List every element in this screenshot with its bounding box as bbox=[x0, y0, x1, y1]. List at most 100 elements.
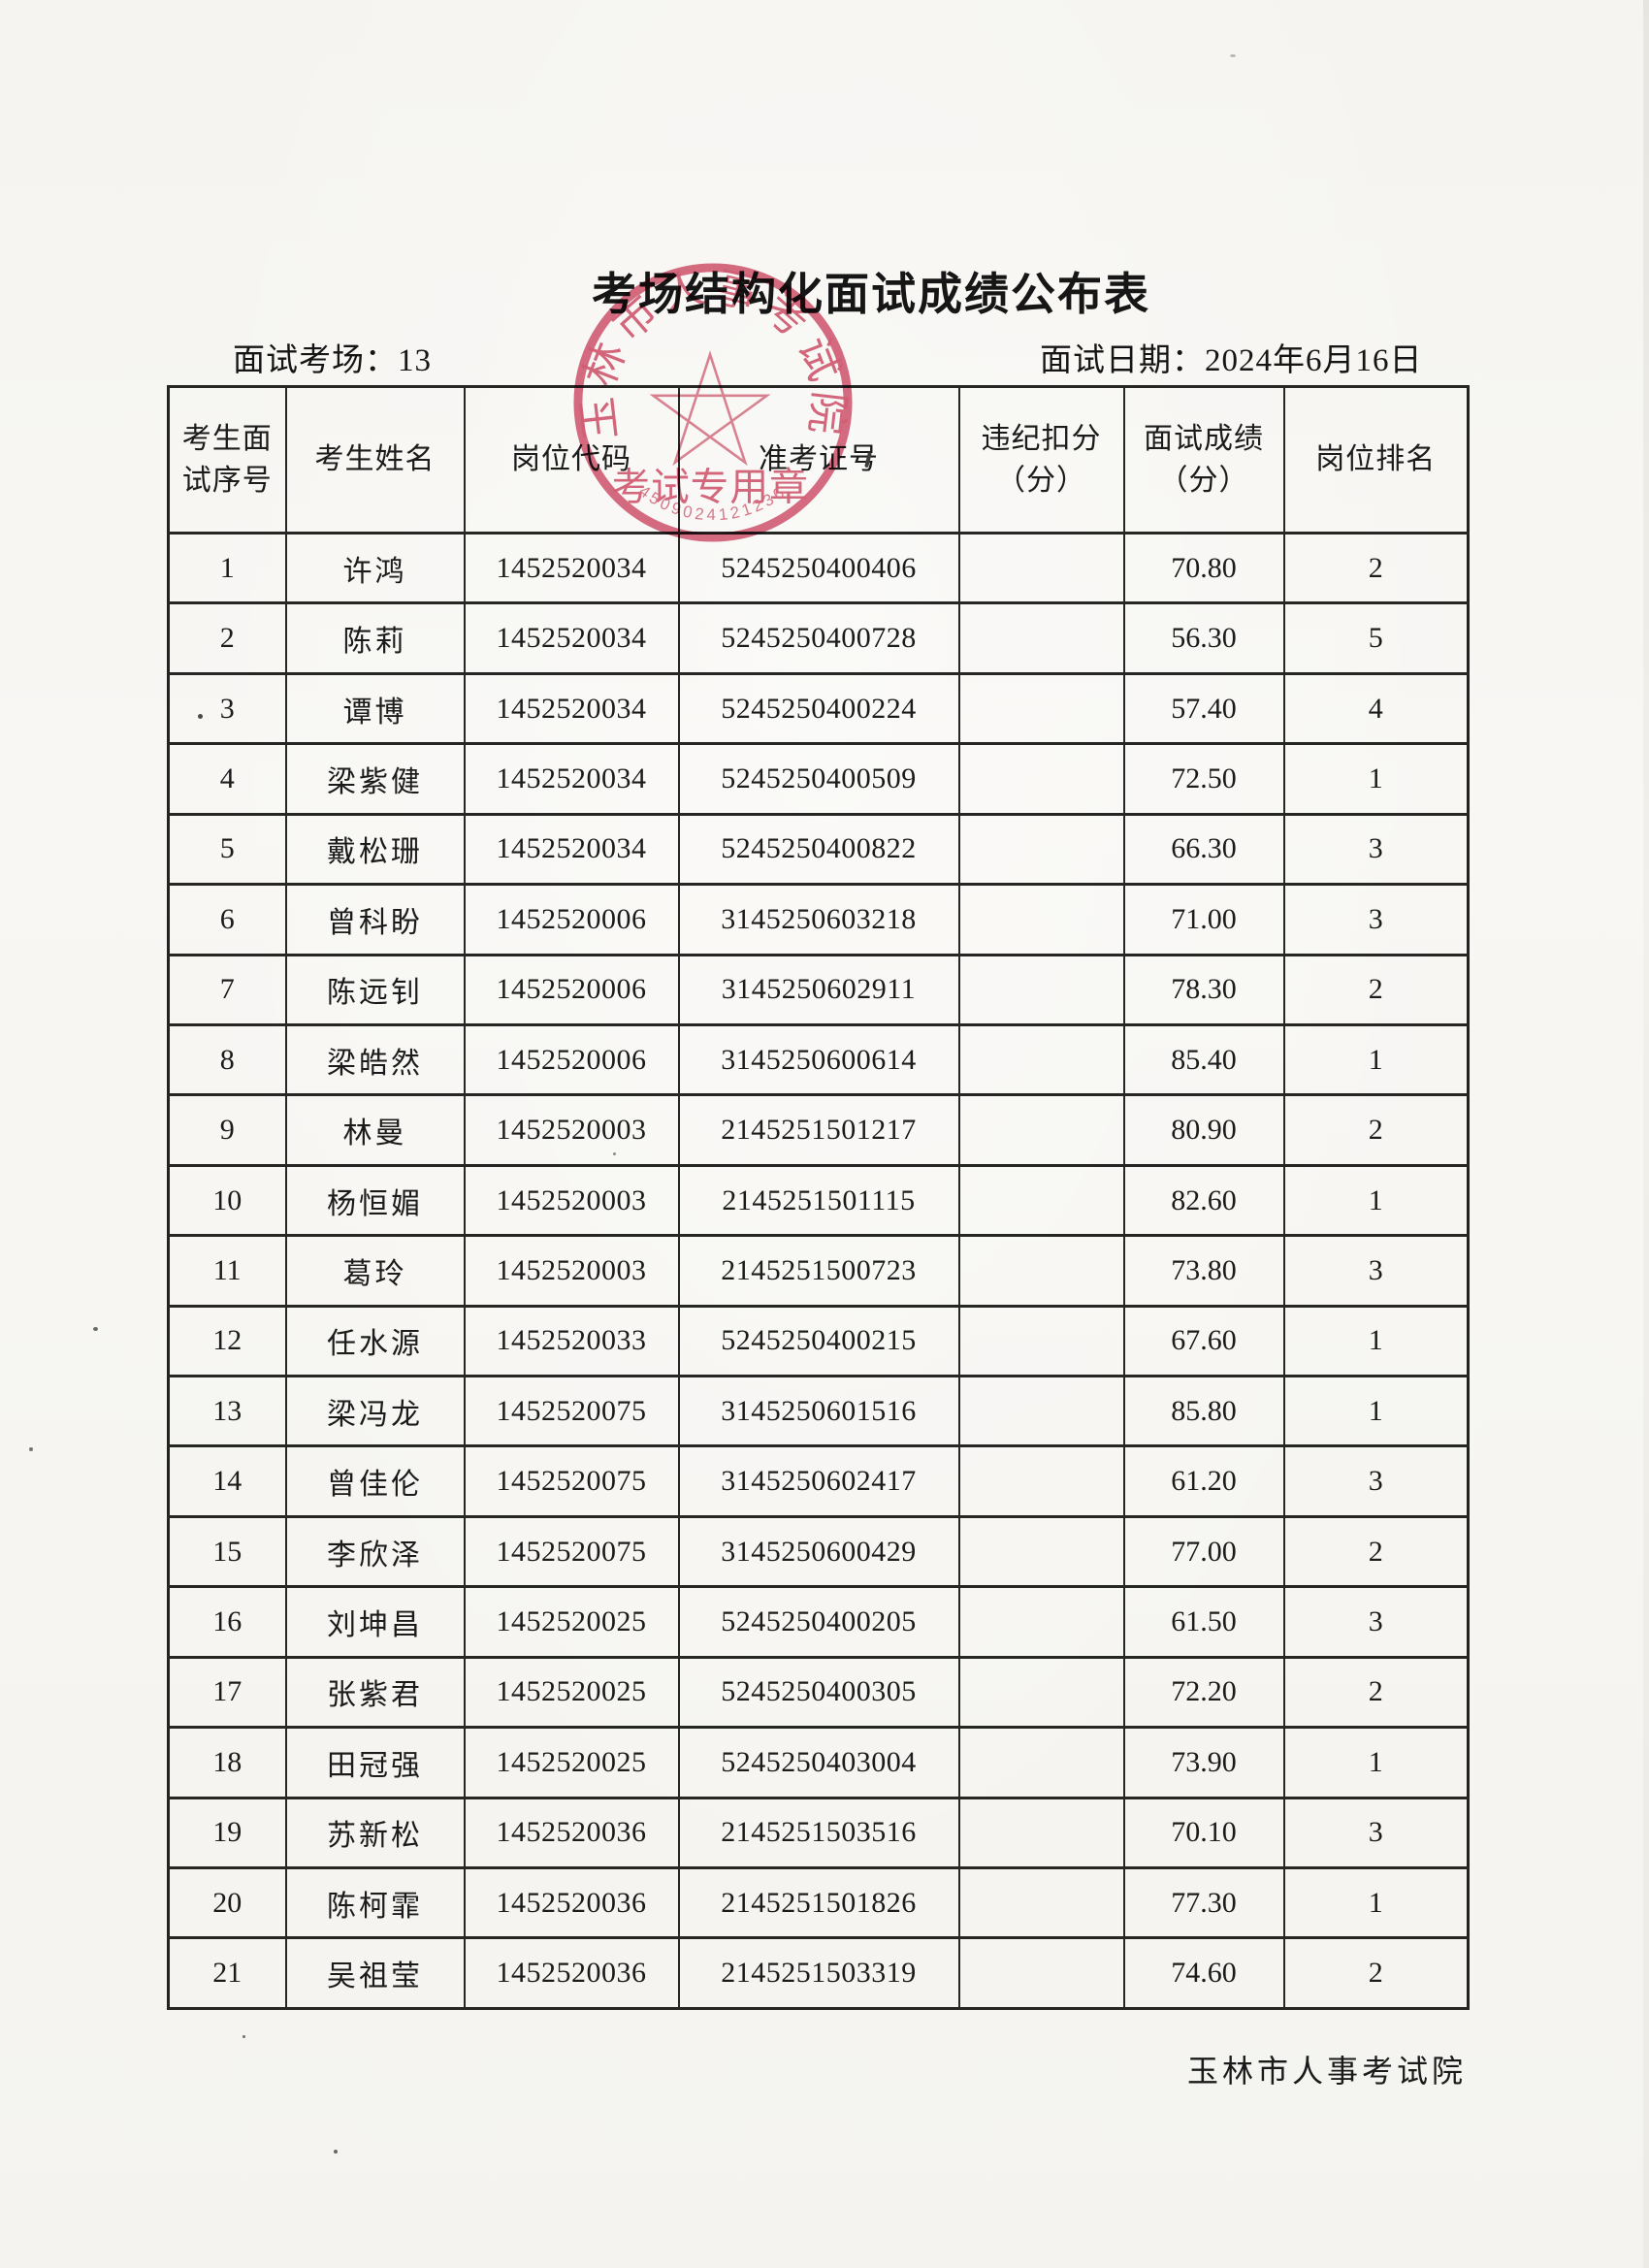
cell-name: 葛玲 bbox=[284, 1234, 466, 1308]
candidate-row: 6 曾科盼 1452520006 3145250603218 71.00 3 bbox=[167, 883, 1470, 956]
cell-deduction bbox=[957, 1726, 1125, 1799]
cell-score: 67.60 bbox=[1122, 1304, 1285, 1378]
cell-ticket: 3145250602911 bbox=[677, 953, 960, 1026]
cell-rank: 2 bbox=[1282, 1093, 1470, 1167]
cell-ticket: 2145251501115 bbox=[677, 1163, 960, 1238]
cell-ticket: 5245250400215 bbox=[677, 1304, 960, 1378]
cell-rank: 3 bbox=[1282, 1444, 1470, 1518]
cell-score: 61.20 bbox=[1122, 1444, 1285, 1518]
cell-score: 66.30 bbox=[1122, 812, 1285, 887]
cell-rank: 2 bbox=[1282, 1514, 1470, 1589]
candidate-row: 5 戴松珊 1452520034 5245250400822 66.30 3 bbox=[167, 812, 1470, 887]
interview-room-label: 面试考场：13 bbox=[233, 343, 432, 378]
cell-seq: 5 bbox=[167, 812, 287, 887]
cell-score: 77.30 bbox=[1122, 1866, 1285, 1940]
candidate-row: 18 田冠强 1452520025 5245250403004 73.90 1 bbox=[167, 1726, 1470, 1799]
candidate-row: 7 陈远钊 1452520006 3145250602911 78.30 2 bbox=[167, 953, 1470, 1026]
cell-rank: 2 bbox=[1282, 953, 1470, 1026]
cell-deduction bbox=[957, 953, 1125, 1026]
cell-deduction bbox=[957, 1585, 1125, 1659]
column-header: 岗位代码 bbox=[463, 385, 680, 535]
cell-score: 72.20 bbox=[1122, 1655, 1285, 1730]
cell-rank: 4 bbox=[1282, 671, 1470, 746]
scan-speck bbox=[29, 1447, 33, 1451]
cell-name: 田冠强 bbox=[284, 1726, 466, 1799]
column-header: 岗位排名 bbox=[1282, 385, 1470, 535]
cell-post-code: 1452520003 bbox=[463, 1163, 680, 1238]
cell-seq: 7 bbox=[167, 953, 287, 1026]
cell-name: 梁皓然 bbox=[284, 1022, 466, 1097]
cell-deduction bbox=[957, 1234, 1125, 1308]
cell-score: 85.40 bbox=[1122, 1022, 1285, 1097]
cell-rank: 5 bbox=[1282, 601, 1470, 675]
cell-seq: 4 bbox=[167, 742, 287, 816]
cell-score: 73.90 bbox=[1122, 1726, 1285, 1799]
cell-rank: 1 bbox=[1282, 742, 1470, 816]
cell-seq: 13 bbox=[167, 1375, 287, 1448]
cell-post-code: 1452520025 bbox=[463, 1585, 680, 1659]
cell-post-code: 1452520006 bbox=[463, 953, 680, 1026]
cell-ticket: 2145251503516 bbox=[677, 1796, 960, 1870]
cell-ticket: 5245250400205 bbox=[677, 1585, 960, 1659]
cell-seq: 17 bbox=[167, 1655, 287, 1730]
cell-score: 70.80 bbox=[1122, 531, 1285, 605]
stamp-purpose-text: 考试专用章 bbox=[611, 466, 809, 508]
candidate-row: 16 刘坤昌 1452520025 5245250400205 61.50 3 bbox=[167, 1585, 1470, 1659]
cell-score: 78.30 bbox=[1122, 953, 1285, 1026]
cell-deduction bbox=[957, 1514, 1125, 1589]
cell-name: 梁冯龙 bbox=[284, 1375, 466, 1448]
cell-score: 56.30 bbox=[1122, 601, 1285, 675]
official-red-stamp: 玉林市人事考试院 考试专用章 4509024121236 bbox=[573, 263, 853, 542]
cell-deduction bbox=[957, 1655, 1125, 1730]
cell-deduction bbox=[957, 1936, 1125, 2010]
scan-speck bbox=[93, 1327, 98, 1331]
cell-deduction bbox=[957, 883, 1125, 956]
cell-ticket: 5245250400224 bbox=[677, 671, 960, 746]
cell-rank: 3 bbox=[1282, 883, 1470, 956]
cell-ticket: 3145250600614 bbox=[677, 1022, 960, 1097]
cell-score: 73.80 bbox=[1122, 1234, 1285, 1308]
cell-seq: 10 bbox=[167, 1163, 287, 1238]
cell-deduction bbox=[957, 1444, 1125, 1518]
cell-post-code: 1452520036 bbox=[463, 1936, 680, 2010]
table-body: 1 许鸿 1452520034 5245250400406 70.80 2 2 陈莉 14525… bbox=[167, 531, 1470, 2010]
cell-ticket: 3145250601516 bbox=[677, 1375, 960, 1448]
scan-speck bbox=[242, 2035, 245, 2038]
cell-seq: 3 bbox=[167, 671, 287, 746]
cell-post-code: 1452520075 bbox=[463, 1444, 680, 1518]
cell-name: 张紫君 bbox=[284, 1655, 466, 1730]
cell-seq: 1 bbox=[167, 531, 287, 605]
cell-seq: 19 bbox=[167, 1796, 287, 1870]
star-icon bbox=[649, 350, 771, 467]
candidate-row: 14 曾佳伦 1452520075 3145250602417 61.20 3 bbox=[167, 1444, 1470, 1518]
cell-post-code: 1452520075 bbox=[463, 1514, 680, 1589]
column-header: 准考证号 bbox=[677, 385, 960, 535]
cell-post-code: 1452520034 bbox=[463, 812, 680, 887]
cell-post-code: 1452520075 bbox=[463, 1375, 680, 1448]
cell-rank: 2 bbox=[1282, 1936, 1470, 2010]
cell-seq: 18 bbox=[167, 1726, 287, 1799]
cell-deduction bbox=[957, 1093, 1125, 1167]
cell-post-code: 1452520006 bbox=[463, 883, 680, 956]
stamp-ring bbox=[573, 263, 853, 542]
cell-deduction bbox=[957, 1796, 1125, 1870]
cell-ticket: 2145251501826 bbox=[677, 1866, 960, 1940]
cell-deduction bbox=[957, 1022, 1125, 1097]
candidate-row: 3 谭博 1452520034 5245250400224 57.40 4 bbox=[167, 671, 1470, 746]
cell-rank: 1 bbox=[1282, 1726, 1470, 1799]
cell-deduction bbox=[957, 601, 1125, 675]
cell-ticket: 5245250400728 bbox=[677, 601, 960, 675]
cell-post-code: 1452520003 bbox=[463, 1093, 680, 1167]
cell-ticket: 3145250603218 bbox=[677, 883, 960, 956]
candidate-row: 20 陈柯霏 1452520036 2145251501826 77.30 1 bbox=[167, 1866, 1470, 1940]
candidate-row: 15 李欣泽 1452520075 3145250600429 77.00 2 bbox=[167, 1514, 1470, 1589]
cell-score: 85.80 bbox=[1122, 1375, 1285, 1448]
cell-rank: 1 bbox=[1282, 1163, 1470, 1238]
cell-name: 戴松珊 bbox=[284, 812, 466, 887]
cell-score: 57.40 bbox=[1122, 671, 1285, 746]
candidate-row: 4 梁紫健 1452520034 5245250400509 72.50 1 bbox=[167, 742, 1470, 816]
cell-post-code: 1452520025 bbox=[463, 1655, 680, 1730]
cell-deduction bbox=[957, 1866, 1125, 1940]
cell-seq: 12 bbox=[167, 1304, 287, 1378]
column-header: 违纪扣分 （分） bbox=[957, 385, 1125, 535]
